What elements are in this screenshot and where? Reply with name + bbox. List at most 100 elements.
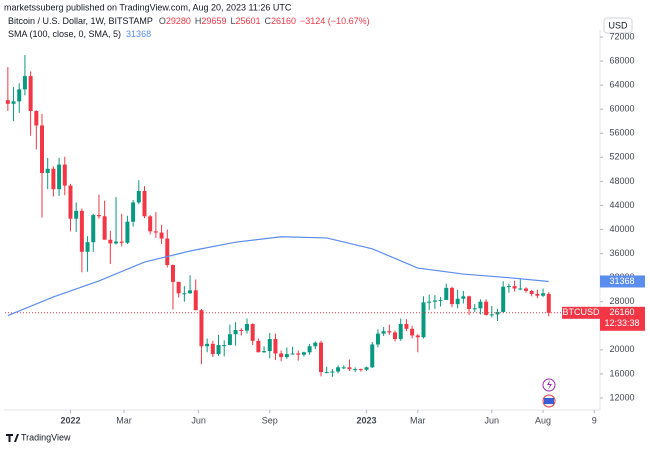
- ohlc-value: 26160: [271, 16, 296, 26]
- countdown: 12:33:38: [604, 318, 639, 328]
- candle-body: [199, 310, 204, 347]
- candle-body: [404, 323, 409, 329]
- candle-body: [11, 101, 16, 104]
- y-tick-label: 52000: [609, 152, 634, 162]
- currency-box[interactable]: [603, 17, 633, 34]
- candle-body: [512, 286, 517, 289]
- candles: [5, 55, 551, 377]
- candle-body: [62, 164, 67, 186]
- candle-body: [410, 328, 415, 336]
- candle-body: [347, 367, 352, 370]
- candle-body: [68, 185, 73, 219]
- candle-body: [91, 215, 96, 243]
- candle-body: [415, 335, 420, 338]
- candle-body: [461, 296, 466, 299]
- x-tick-label: Mar: [410, 415, 426, 425]
- candle-body: [165, 238, 170, 266]
- candle-body: [28, 76, 33, 112]
- y-tick-label: 20000: [609, 344, 634, 354]
- candle-body: [250, 323, 255, 341]
- symbol-tag: [562, 306, 600, 319]
- x-tick-label: Jun: [485, 415, 500, 425]
- candle-body: [170, 265, 175, 282]
- candle-body: [102, 216, 107, 240]
- x-tick-label: 9: [592, 415, 597, 425]
- sma-line: [7, 236, 549, 317]
- ohlc-label: C: [265, 16, 272, 26]
- candle-body: [5, 100, 10, 104]
- candle-body: [387, 331, 392, 333]
- candle-body: [353, 369, 358, 371]
- candle-body: [341, 367, 346, 369]
- candle-body: [501, 286, 506, 312]
- candle-body: [478, 301, 483, 309]
- candle-body: [17, 89, 22, 102]
- candle-body: [518, 288, 523, 290]
- ohlc-label: H: [195, 16, 202, 26]
- sma-value: 31368: [126, 29, 151, 39]
- candle-body: [142, 191, 147, 217]
- y-tick-label: 44000: [609, 200, 634, 210]
- candle-body: [96, 215, 101, 217]
- candle-body: [330, 371, 335, 373]
- candle-body: [455, 298, 460, 305]
- candle-body: [188, 290, 193, 294]
- currency[interactable]: USD: [608, 20, 628, 30]
- candle-body: [375, 333, 380, 345]
- candle-body: [370, 344, 375, 368]
- candle-body: [108, 239, 113, 244]
- y-tick-label: 56000: [609, 128, 634, 138]
- event-icon-flag: [544, 398, 554, 404]
- candle-body: [381, 331, 386, 334]
- candle-body: [472, 308, 477, 310]
- change: −3124 (−10.67%): [300, 16, 370, 26]
- candle-body: [57, 164, 62, 190]
- candle-body: [216, 345, 221, 355]
- event-icon-bolt: [547, 380, 552, 390]
- candle-body: [449, 287, 454, 305]
- brand-logo: [6, 434, 19, 442]
- candle-body: [233, 330, 238, 335]
- candle-body: [506, 286, 511, 288]
- candle-body: [85, 242, 90, 252]
- y-tick-label: 48000: [609, 176, 634, 186]
- candle-body: [176, 281, 181, 294]
- candle-body: [119, 241, 124, 243]
- candle-body: [193, 290, 198, 311]
- candle-body: [222, 345, 227, 347]
- candle-body: [262, 351, 267, 353]
- y-tick-label: 28000: [609, 296, 634, 306]
- candle-body: [125, 221, 130, 243]
- ohlc-value: 25601: [235, 16, 260, 26]
- y-tick-label: 40000: [609, 224, 634, 234]
- candle-body: [153, 231, 158, 233]
- candle-body: [444, 287, 449, 300]
- candle-body: [523, 288, 528, 291]
- candle-body: [364, 367, 369, 370]
- candle-body: [484, 301, 489, 315]
- candle-body: [205, 343, 210, 347]
- candle-body: [45, 168, 50, 173]
- y-tick-label: 68000: [609, 55, 634, 65]
- published-note: marketssuberg published on TradingView.c…: [4, 2, 292, 12]
- candle-body: [136, 191, 141, 203]
- ohlc-label: L: [230, 16, 235, 26]
- candle-body: [267, 339, 272, 352]
- candle-body: [227, 334, 232, 346]
- x-tick-label: Mar: [116, 415, 132, 425]
- candle-body: [393, 332, 398, 340]
- candle-body: [79, 210, 84, 252]
- candle-body: [114, 241, 119, 244]
- candle-body: [131, 202, 136, 222]
- candle-body: [307, 346, 312, 353]
- candle-body: [427, 301, 432, 303]
- candle-body: [489, 314, 494, 316]
- candle-body: [324, 372, 329, 374]
- candle-body: [256, 340, 261, 353]
- brand: TradingView: [21, 432, 71, 442]
- y-tick-label: 72000: [609, 31, 634, 41]
- x-tick-label: 2023: [357, 415, 377, 425]
- candle-body: [22, 76, 27, 90]
- last-price-tag: [600, 306, 645, 331]
